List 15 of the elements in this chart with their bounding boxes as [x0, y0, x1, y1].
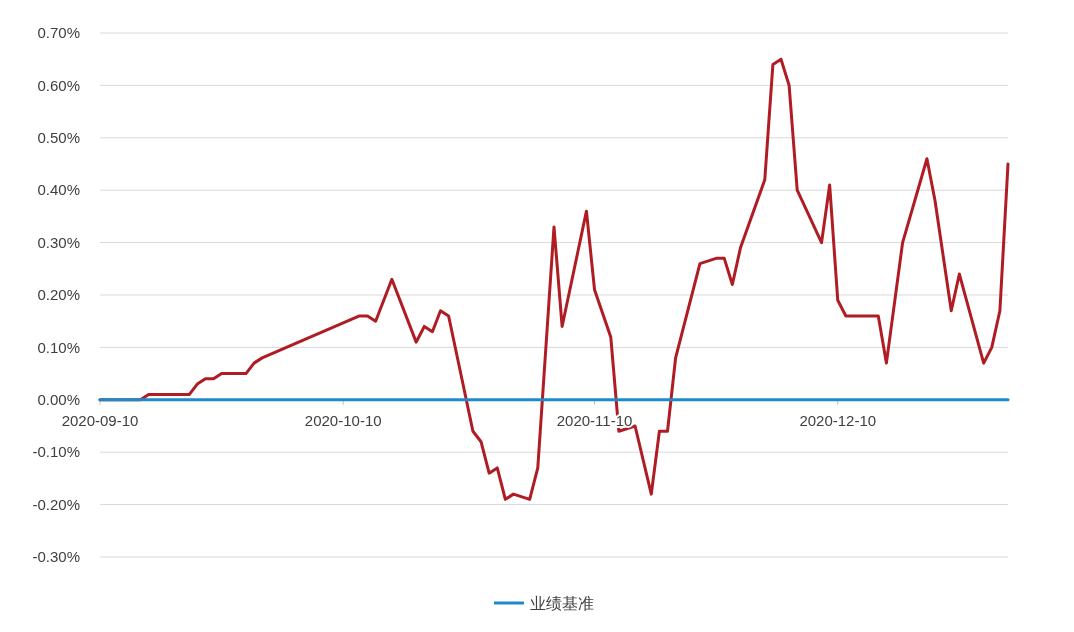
x-tick-label: 2020-10-10 — [304, 411, 382, 429]
x-tick-label: 2020-09-10 — [61, 411, 139, 429]
y-tick-label: 0.20% — [37, 286, 80, 304]
y-tick-label: 0.40% — [37, 181, 80, 199]
legend-label: 业绩基准 — [530, 594, 594, 612]
y-tick-label: 0.00% — [37, 391, 80, 409]
y-tick-label: 0.10% — [37, 338, 80, 356]
y-tick-label: -0.20% — [32, 495, 80, 513]
y-tick-label: 0.70% — [37, 24, 80, 42]
y-tick-label: -0.10% — [32, 443, 80, 461]
y-tick-label: -0.30% — [32, 548, 80, 566]
y-tick-label: 0.60% — [37, 76, 80, 94]
y-tick-label: 0.30% — [37, 233, 80, 251]
y-tick-label: 0.50% — [37, 129, 80, 147]
x-tick-label: 2020-12-10 — [799, 411, 877, 429]
